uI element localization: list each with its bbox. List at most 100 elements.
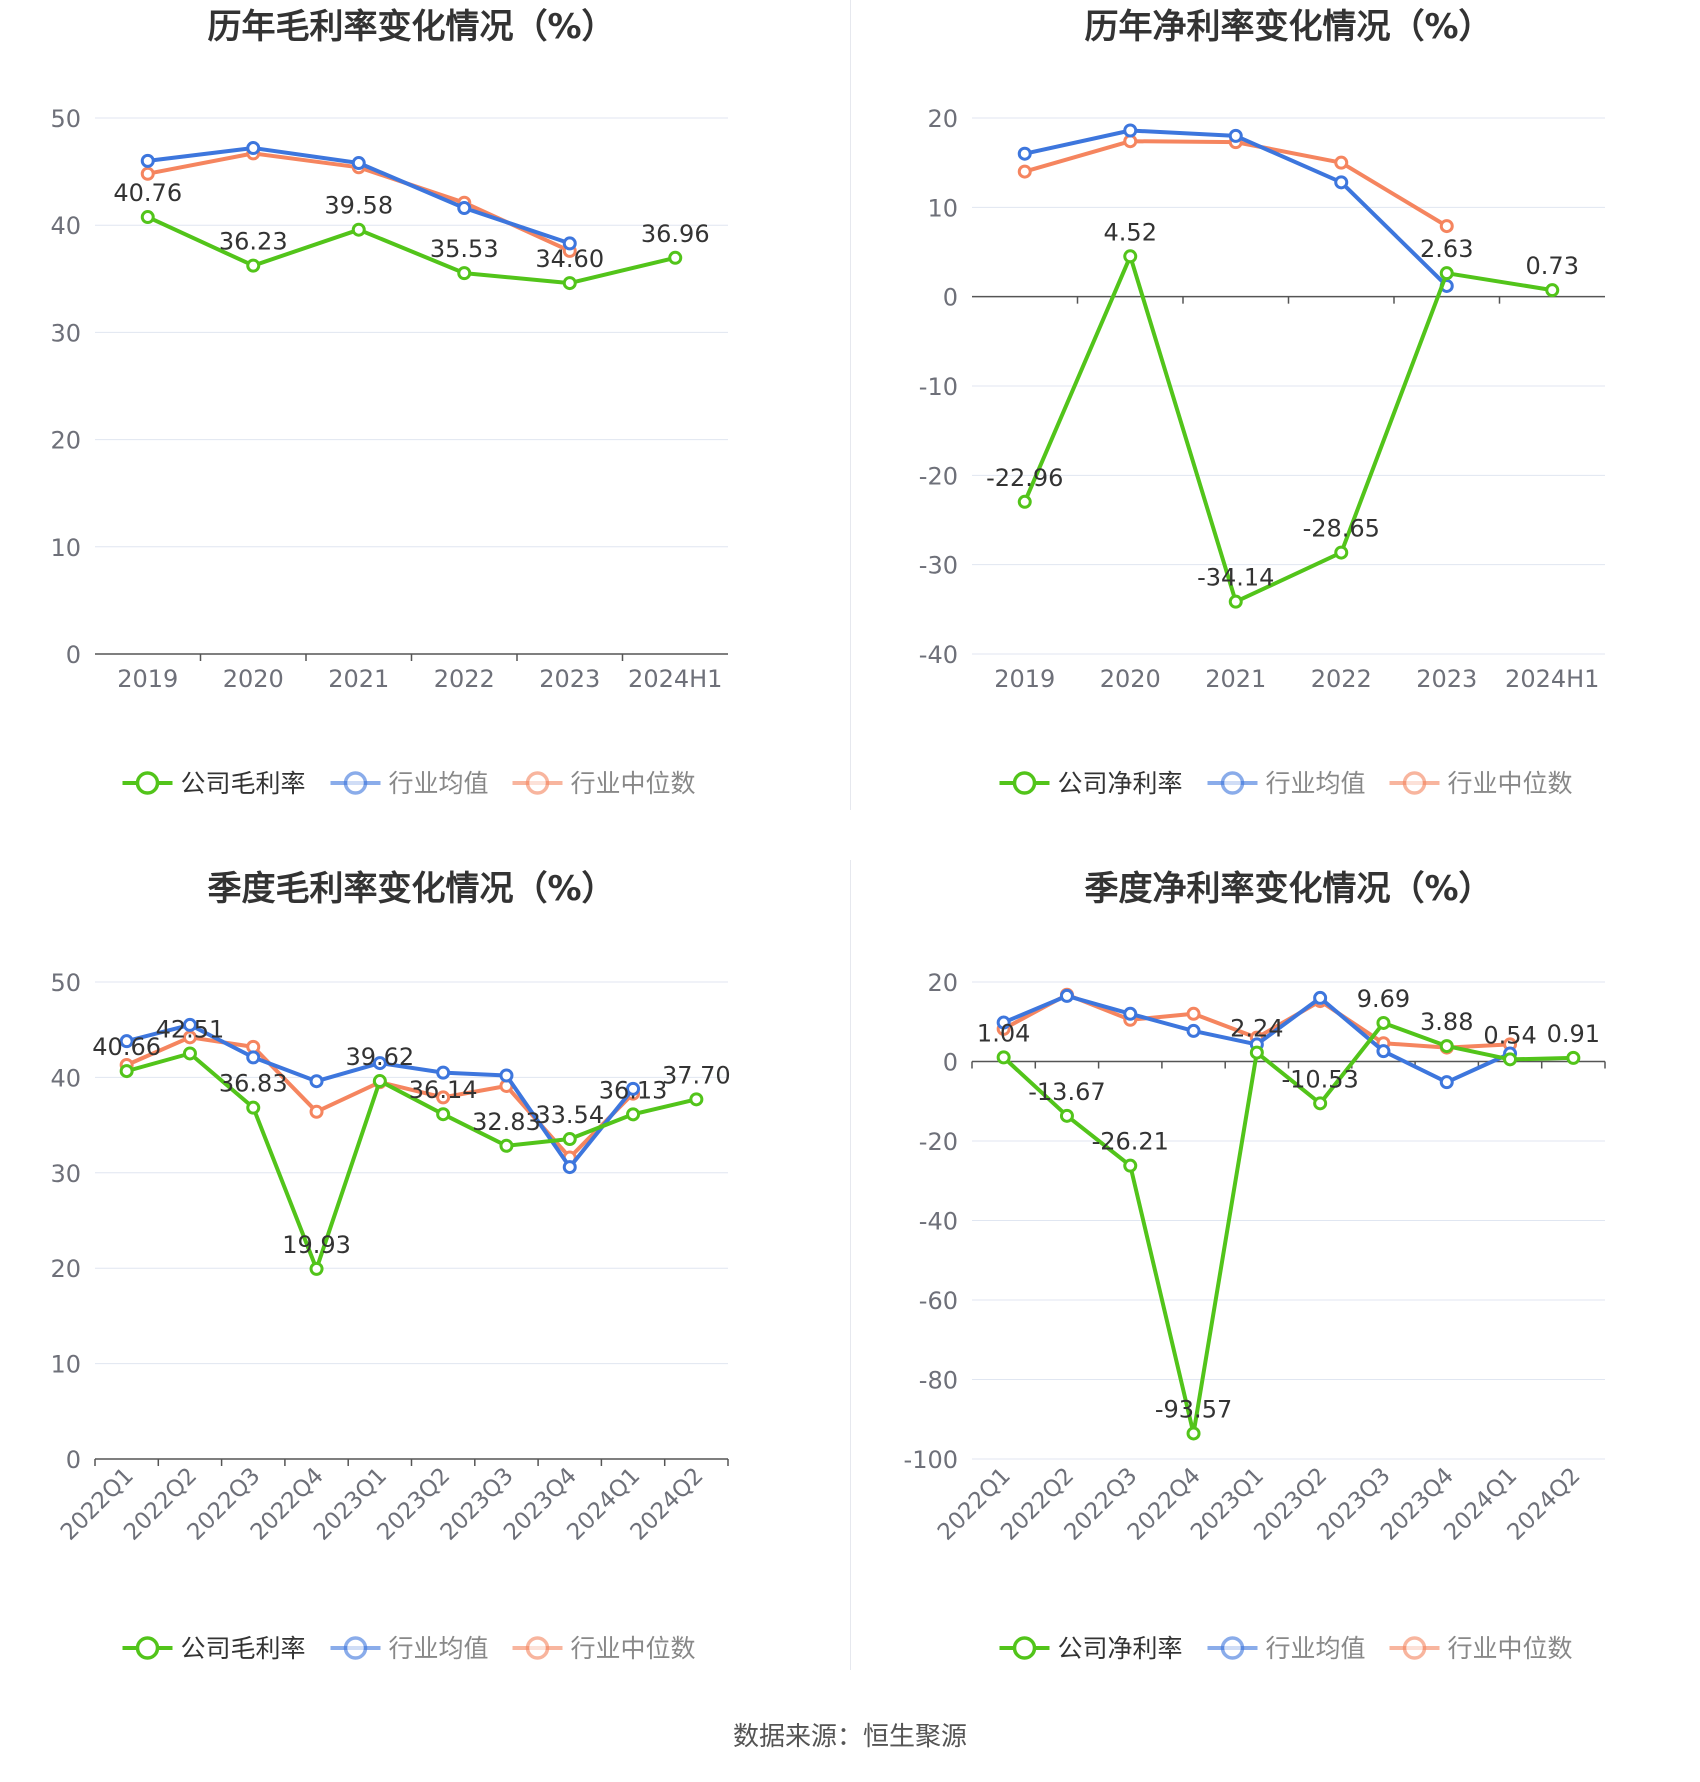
data-point[interactable] — [182, 1046, 197, 1061]
data-point[interactable] — [1545, 283, 1560, 298]
y-tick-label: 50 — [50, 105, 81, 133]
data-point[interactable] — [1334, 155, 1349, 170]
data-point[interactable] — [1376, 1015, 1391, 1030]
series-line — [126, 1051, 697, 1271]
data-point[interactable] — [1123, 1006, 1138, 1021]
data-label: 36.83 — [219, 1070, 288, 1098]
data-point[interactable] — [499, 1138, 514, 1153]
data-point[interactable] — [1123, 123, 1138, 138]
data-point[interactable] — [309, 1261, 324, 1276]
legend-label: 行业均值 — [1266, 1634, 1366, 1663]
data-point[interactable] — [1123, 1158, 1138, 1173]
data-point[interactable] — [626, 1107, 641, 1122]
data-point[interactable] — [246, 258, 261, 273]
data-point[interactable] — [626, 1081, 641, 1096]
y-tick-label: -60 — [919, 1287, 958, 1315]
data-point[interactable] — [351, 156, 366, 171]
data-point[interactable] — [689, 1092, 704, 1107]
data-point[interactable] — [119, 1034, 134, 1049]
data-point[interactable] — [1059, 988, 1074, 1003]
data-point[interactable] — [1313, 990, 1328, 1005]
data-point[interactable] — [140, 166, 155, 181]
data-point[interactable] — [1334, 545, 1349, 560]
data-point[interactable] — [246, 141, 261, 156]
data-point[interactable] — [140, 210, 155, 225]
series-line — [1002, 1021, 1574, 1436]
data-point[interactable] — [562, 276, 577, 291]
legend-item[interactable]: 行业均值 — [330, 769, 489, 798]
data-point[interactable] — [668, 250, 683, 265]
legend-item[interactable]: 行业中位数 — [1389, 1634, 1573, 1663]
data-point[interactable] — [1503, 1052, 1518, 1067]
data-point[interactable] — [351, 222, 366, 237]
legend-label: 公司净利率 — [1058, 769, 1183, 798]
data-point[interactable] — [309, 1104, 324, 1119]
legend-item[interactable]: 行业中位数 — [512, 769, 696, 798]
data-point[interactable] — [140, 153, 155, 168]
x-tick-label: 2020 — [1100, 665, 1161, 693]
data-point[interactable] — [1017, 146, 1032, 161]
data-point[interactable] — [436, 1090, 451, 1105]
legend-label: 行业中位数 — [1448, 1634, 1573, 1663]
data-label: 37.70 — [662, 1061, 731, 1089]
legend-item[interactable]: 行业中位数 — [1389, 769, 1573, 798]
y-tick-label: -20 — [919, 1128, 958, 1156]
y-tick-label: 0 — [943, 1049, 958, 1077]
data-point[interactable] — [1186, 1426, 1201, 1441]
data-point[interactable] — [1439, 1075, 1454, 1090]
chart-panel-1: 历年毛利率变化情况（%） 0 10 20 30 40 50 2019 2020 2021 2022 2… — [50, 7, 728, 798]
data-point[interactable] — [1334, 175, 1349, 190]
data-point[interactable] — [1313, 1096, 1328, 1111]
data-point[interactable] — [457, 201, 472, 216]
data-point[interactable] — [1439, 219, 1454, 234]
data-point[interactable] — [1376, 1044, 1391, 1059]
chart-title: 季度毛利率变化情况（%） — [207, 869, 615, 909]
legend-marker — [1402, 1636, 1427, 1660]
series-行业均值 — [140, 141, 577, 251]
legend-item[interactable]: 行业中位数 — [512, 1634, 696, 1663]
data-point[interactable] — [1439, 1039, 1454, 1054]
legend-item[interactable]: 公司毛利率 — [122, 1634, 306, 1663]
data-label: 0.91 — [1547, 1020, 1600, 1048]
data-label: -13.67 — [1028, 1078, 1105, 1106]
data-point[interactable] — [1017, 494, 1032, 509]
data-point[interactable] — [1186, 1023, 1201, 1038]
legend-item[interactable]: 行业均值 — [1207, 1634, 1366, 1663]
data-point[interactable] — [1123, 249, 1138, 264]
data-point[interactable] — [1249, 1045, 1264, 1060]
data-point[interactable] — [1186, 1006, 1201, 1021]
x-tick-label: 2023 — [1416, 665, 1477, 693]
data-point[interactable] — [996, 1050, 1011, 1065]
y-tick-label: -80 — [919, 1367, 958, 1395]
x-tick-label: 2022 — [1311, 665, 1372, 693]
data-point[interactable] — [457, 266, 472, 281]
data-point[interactable] — [436, 1065, 451, 1080]
legend-item[interactable]: 公司毛利率 — [122, 769, 306, 798]
legend-item[interactable]: 行业均值 — [1207, 769, 1366, 798]
data-point[interactable] — [246, 1050, 261, 1065]
data-label: 34.60 — [535, 245, 604, 273]
data-point[interactable] — [1017, 164, 1032, 179]
data-point[interactable] — [499, 1068, 514, 1083]
data-point[interactable] — [1228, 128, 1243, 143]
data-label: 35.53 — [430, 235, 499, 263]
data-point[interactable] — [1228, 594, 1243, 609]
data-point[interactable] — [996, 1015, 1011, 1030]
data-point[interactable] — [562, 1132, 577, 1147]
data-point[interactable] — [119, 1064, 134, 1079]
data-point[interactable] — [562, 1160, 577, 1175]
data-point[interactable] — [372, 1056, 387, 1071]
data-point[interactable] — [246, 1100, 261, 1115]
data-point[interactable] — [1439, 266, 1454, 281]
data-point[interactable] — [562, 236, 577, 251]
data-point[interactable] — [436, 1107, 451, 1122]
data-point[interactable] — [182, 1017, 197, 1032]
data-point[interactable] — [1059, 1108, 1074, 1123]
legend-item[interactable]: 行业均值 — [330, 1634, 489, 1663]
data-point[interactable] — [309, 1074, 324, 1089]
legend-item[interactable]: 公司净利率 — [999, 1634, 1183, 1663]
data-point[interactable] — [1566, 1050, 1581, 1065]
x-tick-label: 2020 — [223, 665, 284, 693]
legend-item[interactable]: 公司净利率 — [999, 769, 1183, 798]
data-point[interactable] — [372, 1074, 387, 1089]
